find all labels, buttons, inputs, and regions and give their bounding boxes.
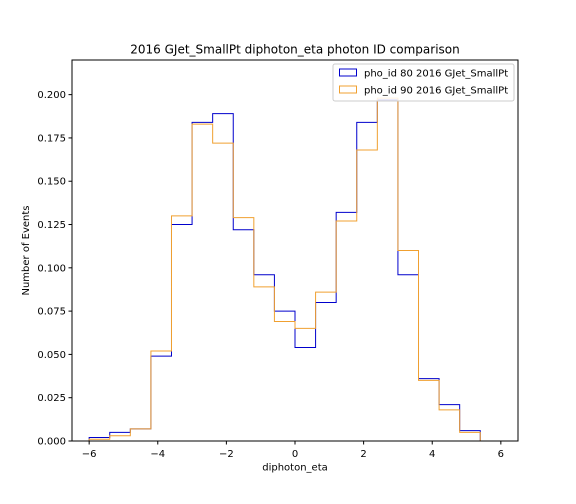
x-tick-label: −4 (150, 449, 165, 460)
chart-title: 2016 GJet_SmallPt diphoton_eta photon ID… (130, 43, 459, 57)
y-axis-label: Number of Events (21, 205, 32, 295)
x-tick-label: 6 (498, 449, 504, 460)
plot-area (88, 97, 481, 441)
y-axis: 0.000 0.025 0.050 0.075 0.100 0.125 0.150 0.175… (37, 90, 72, 448)
legend-label-series-2: pho_id 90 2016 GJet_SmallPt (364, 86, 508, 97)
axes-frame (71, 59, 519, 442)
y-tick-label: 0.050 (37, 350, 66, 361)
legend-box (332, 63, 515, 102)
y-tick-label: 0.125 (37, 220, 66, 231)
histogram-series-1 (88, 99, 481, 441)
legend-label-series-1: pho_id 80 2016 GJet_SmallPt (364, 69, 508, 80)
legend-swatch-series-1 (339, 68, 357, 77)
y-tick-label: 0.025 (37, 393, 66, 404)
x-axis: −6 −4 −2 0 2 4 6 (82, 441, 504, 460)
legend: pho_id 80 2016 GJet_SmallPt pho_id 90 20… (332, 63, 515, 102)
x-tick-label: 4 (429, 449, 435, 460)
x-tick-label: 0 (292, 449, 298, 460)
y-tick-label: 0.200 (37, 90, 66, 101)
y-tick-label: 0.075 (37, 307, 66, 318)
y-tick-label: 0.175 (37, 133, 66, 144)
x-tick-label: 2 (360, 449, 366, 460)
y-tick-label: 0.000 (37, 437, 66, 448)
histogram-series-2 (88, 97, 481, 441)
legend-swatch-series-2 (339, 85, 357, 94)
y-tick-label: 0.100 (37, 263, 66, 274)
x-tick-label: −6 (82, 449, 97, 460)
x-axis-label: diphoton_eta (262, 463, 328, 474)
y-tick-label: 0.150 (37, 177, 66, 188)
x-tick-label: −2 (219, 449, 234, 460)
